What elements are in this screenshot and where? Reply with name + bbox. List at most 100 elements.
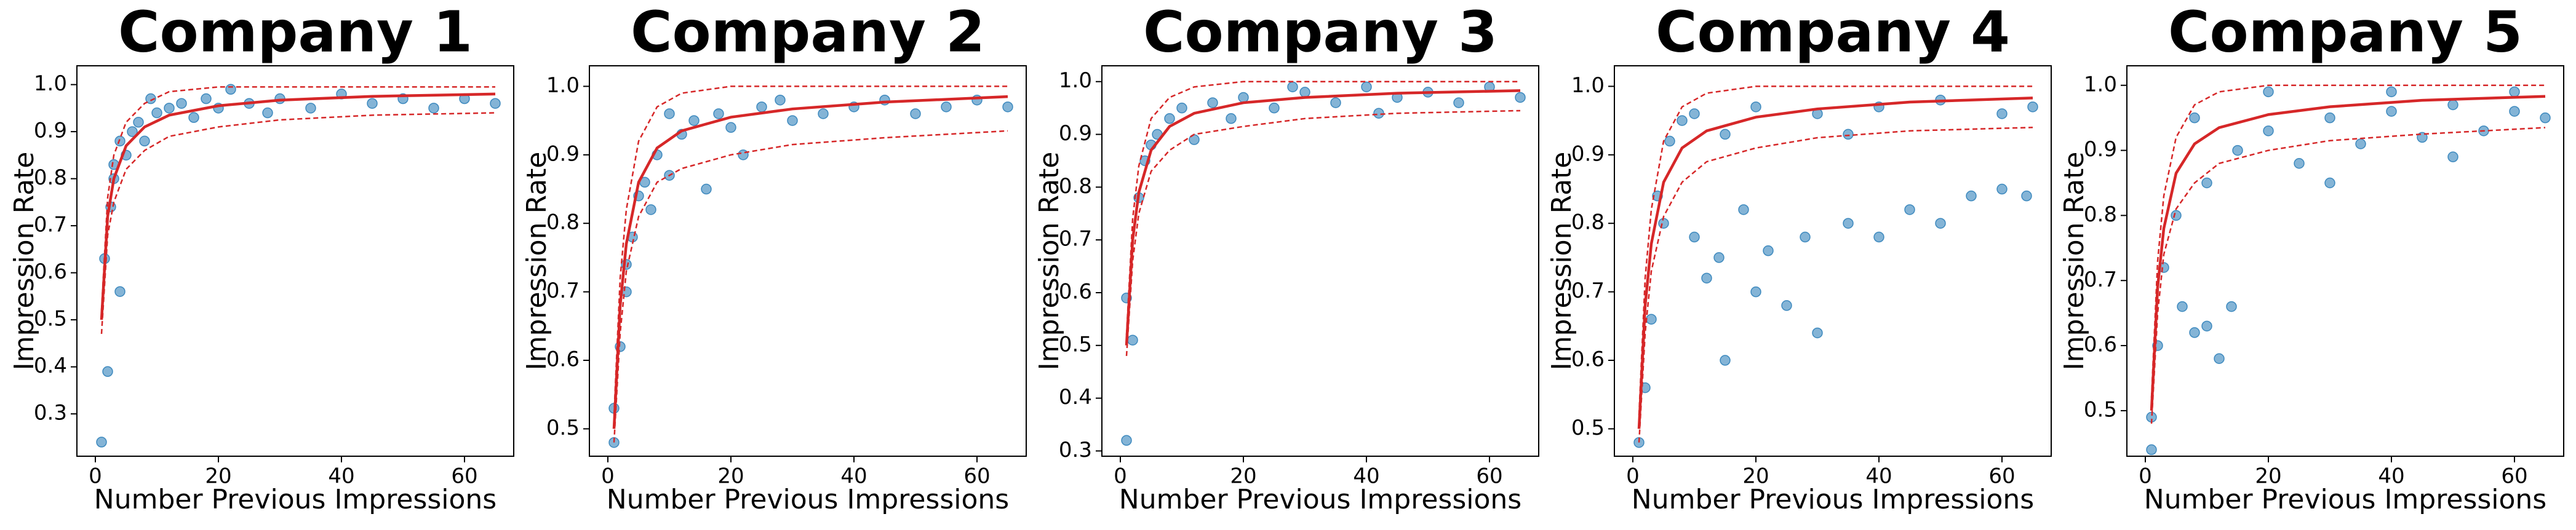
scatter-point bbox=[139, 135, 150, 147]
y-tick-label: 1.0 bbox=[1571, 73, 1605, 98]
plot-frame bbox=[1614, 65, 2052, 457]
scatter-point bbox=[2540, 112, 2551, 124]
y-tick-label: 0.6 bbox=[1571, 347, 1605, 372]
scatter-point bbox=[2189, 327, 2200, 338]
y-tick-label: 1.0 bbox=[2084, 72, 2117, 97]
scatter-point bbox=[1207, 97, 1218, 108]
scatter-point bbox=[1750, 101, 1761, 113]
scatter-point bbox=[664, 108, 675, 119]
x-tick-label: 20 bbox=[1742, 464, 1769, 489]
fit-line bbox=[612, 95, 1008, 429]
scatter-point bbox=[490, 98, 501, 109]
scatter-point bbox=[1330, 97, 1341, 108]
scatter-point bbox=[2263, 86, 2274, 98]
scatter-point bbox=[2027, 101, 2038, 113]
scatter-point bbox=[1226, 113, 1237, 124]
x-axis-label: Number Previous Impressions bbox=[94, 484, 496, 515]
y-tick-label: 0.9 bbox=[546, 141, 580, 166]
y-tick-label: 1.0 bbox=[1059, 68, 1092, 93]
x-tick-label: 0 bbox=[89, 464, 102, 489]
x-tick-label: 60 bbox=[1988, 464, 2015, 489]
plot-frame bbox=[2126, 65, 2564, 457]
scatter-point bbox=[2177, 301, 2188, 312]
bound-line bbox=[1638, 127, 2033, 443]
scatter-point bbox=[2386, 106, 2397, 117]
y-tick-label: 0.5 bbox=[1059, 332, 1092, 357]
scatter-point bbox=[367, 98, 378, 109]
scatter-point bbox=[1677, 115, 1688, 126]
scatter-point bbox=[1843, 218, 1854, 229]
scatter-point bbox=[1996, 108, 2008, 119]
scatter-point bbox=[1843, 129, 1854, 140]
x-tick-label: 0 bbox=[2139, 464, 2152, 489]
x-tick-label: 40 bbox=[328, 464, 354, 489]
y-axis-label: Impression Rate bbox=[1546, 152, 1577, 371]
scatter-point bbox=[1269, 102, 1280, 114]
scatter-point bbox=[102, 366, 113, 378]
scatter-point bbox=[1238, 92, 1249, 103]
y-tick-label: 0.9 bbox=[34, 119, 67, 143]
scatter-point bbox=[2509, 106, 2520, 117]
y-tick-label: 0.3 bbox=[1059, 438, 1092, 462]
scatter-point bbox=[941, 101, 952, 113]
x-tick-label: 40 bbox=[1865, 464, 1892, 489]
fit-line bbox=[100, 92, 496, 320]
scatter-point bbox=[127, 126, 138, 137]
scatter-point bbox=[2201, 177, 2212, 189]
bound-line bbox=[2150, 127, 2546, 424]
y-axis-label: Impression Rate bbox=[9, 152, 40, 371]
x-tick-label: 60 bbox=[963, 464, 990, 489]
scatter-point bbox=[2021, 190, 2032, 202]
scatter-point bbox=[2447, 99, 2458, 111]
y-tick-label: 0.9 bbox=[1571, 141, 1605, 166]
y-tick-label: 0.4 bbox=[1059, 385, 1092, 409]
y-tick-label: 0.7 bbox=[546, 279, 580, 303]
scatter-point bbox=[2189, 112, 2200, 124]
plot-frame bbox=[76, 65, 514, 457]
scatter-point bbox=[96, 437, 107, 448]
scatter-point bbox=[2171, 210, 2182, 221]
scatter-point bbox=[164, 103, 175, 114]
scatter-point bbox=[1720, 129, 1731, 140]
x-tick-label: 60 bbox=[1476, 464, 1502, 489]
y-tick-label: 0.8 bbox=[546, 210, 580, 235]
scatter-point bbox=[1176, 102, 1187, 114]
scatter-point bbox=[775, 94, 786, 106]
scatter-point bbox=[738, 149, 749, 160]
scatter-point bbox=[1127, 334, 1138, 346]
scatter-point bbox=[1904, 204, 1915, 215]
y-axis-label: Impression Rate bbox=[1034, 152, 1065, 371]
x-axis-label: Number Previous Impressions bbox=[607, 484, 1009, 515]
x-axis-label: Number Previous Impressions bbox=[2144, 484, 2546, 515]
scatter-point bbox=[1453, 97, 1464, 108]
bound-line bbox=[100, 86, 495, 310]
scatter-point bbox=[910, 108, 921, 119]
scatter-point bbox=[1002, 101, 1013, 113]
scatter-point bbox=[145, 93, 156, 105]
scatter-point bbox=[2201, 320, 2212, 332]
scatter-point bbox=[1812, 327, 1823, 339]
scatter-point bbox=[1996, 183, 2008, 195]
scatter-point bbox=[2294, 158, 2305, 169]
scatter-point bbox=[305, 103, 316, 114]
y-tick-label: 0.5 bbox=[2084, 397, 2117, 422]
scatter-point bbox=[1664, 135, 1675, 147]
scatter-point bbox=[133, 117, 144, 128]
scatter-point bbox=[787, 115, 798, 126]
scatter-point bbox=[2447, 151, 2458, 162]
scatter-point bbox=[2226, 301, 2237, 312]
x-tick-label: 20 bbox=[205, 464, 231, 489]
fit-line bbox=[1125, 89, 1521, 346]
y-tick-label: 0.6 bbox=[2084, 333, 2117, 357]
x-axis-label: Number Previous Impressions bbox=[1632, 484, 2034, 515]
scatter-point bbox=[1873, 231, 1884, 243]
scatter-point bbox=[1781, 300, 1792, 311]
y-axis-label: Impression Rate bbox=[521, 152, 552, 371]
scatter-point bbox=[2146, 444, 2157, 456]
chart-title: Company 4 bbox=[1656, 0, 2010, 65]
x-tick-label: 0 bbox=[601, 464, 615, 489]
bound-line bbox=[1638, 85, 2033, 416]
y-tick-label: 0.3 bbox=[34, 401, 67, 425]
plot-frame bbox=[589, 65, 1027, 457]
